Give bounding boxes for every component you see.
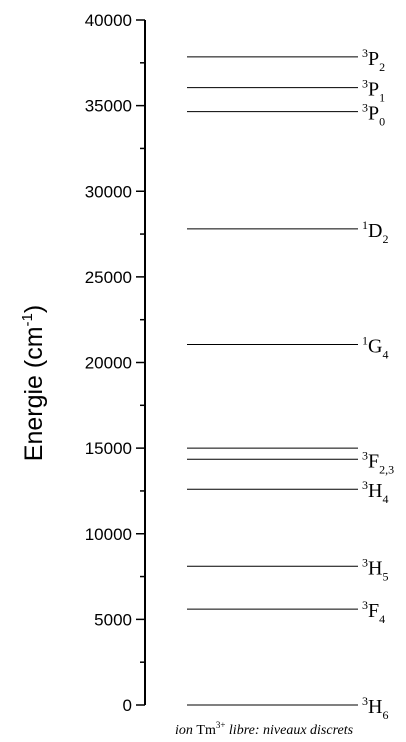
term-symbol-label: 3P0 bbox=[362, 101, 385, 129]
y-tick-label: 30000 bbox=[85, 182, 132, 201]
term-symbol-label: 1G4 bbox=[362, 334, 388, 362]
term-symbol-label: 1D2 bbox=[362, 218, 388, 246]
y-axis-title: Energie (cm-1) bbox=[19, 305, 48, 461]
y-tick-label: 40000 bbox=[85, 11, 132, 30]
term-symbol-label: 3H4 bbox=[362, 478, 388, 506]
y-tick-label: 35000 bbox=[85, 97, 132, 116]
term-symbol-label: 3H6 bbox=[362, 694, 388, 722]
y-tick-label: 20000 bbox=[85, 354, 132, 373]
term-symbol-label: 3H5 bbox=[362, 555, 388, 583]
chart-caption: ion Tm3+ libre: niveaux discrets bbox=[175, 720, 354, 738]
y-axis-ticks: 0 5000 10000 15000 20000 25000 30000 35000 40000 bbox=[85, 11, 145, 715]
term-symbol-label: 3F2,3 bbox=[362, 448, 394, 476]
y-tick-label: 5000 bbox=[94, 610, 132, 629]
y-tick-label: 10000 bbox=[85, 525, 132, 544]
y-tick-label: 0 bbox=[123, 696, 132, 715]
y-tick-label: 15000 bbox=[85, 439, 132, 458]
term-symbol-label: 3P2 bbox=[362, 46, 385, 74]
y-tick-label: 25000 bbox=[85, 268, 132, 287]
term-symbol-label: 3P1 bbox=[362, 77, 385, 105]
term-symbol-label: 3F4 bbox=[362, 598, 385, 626]
